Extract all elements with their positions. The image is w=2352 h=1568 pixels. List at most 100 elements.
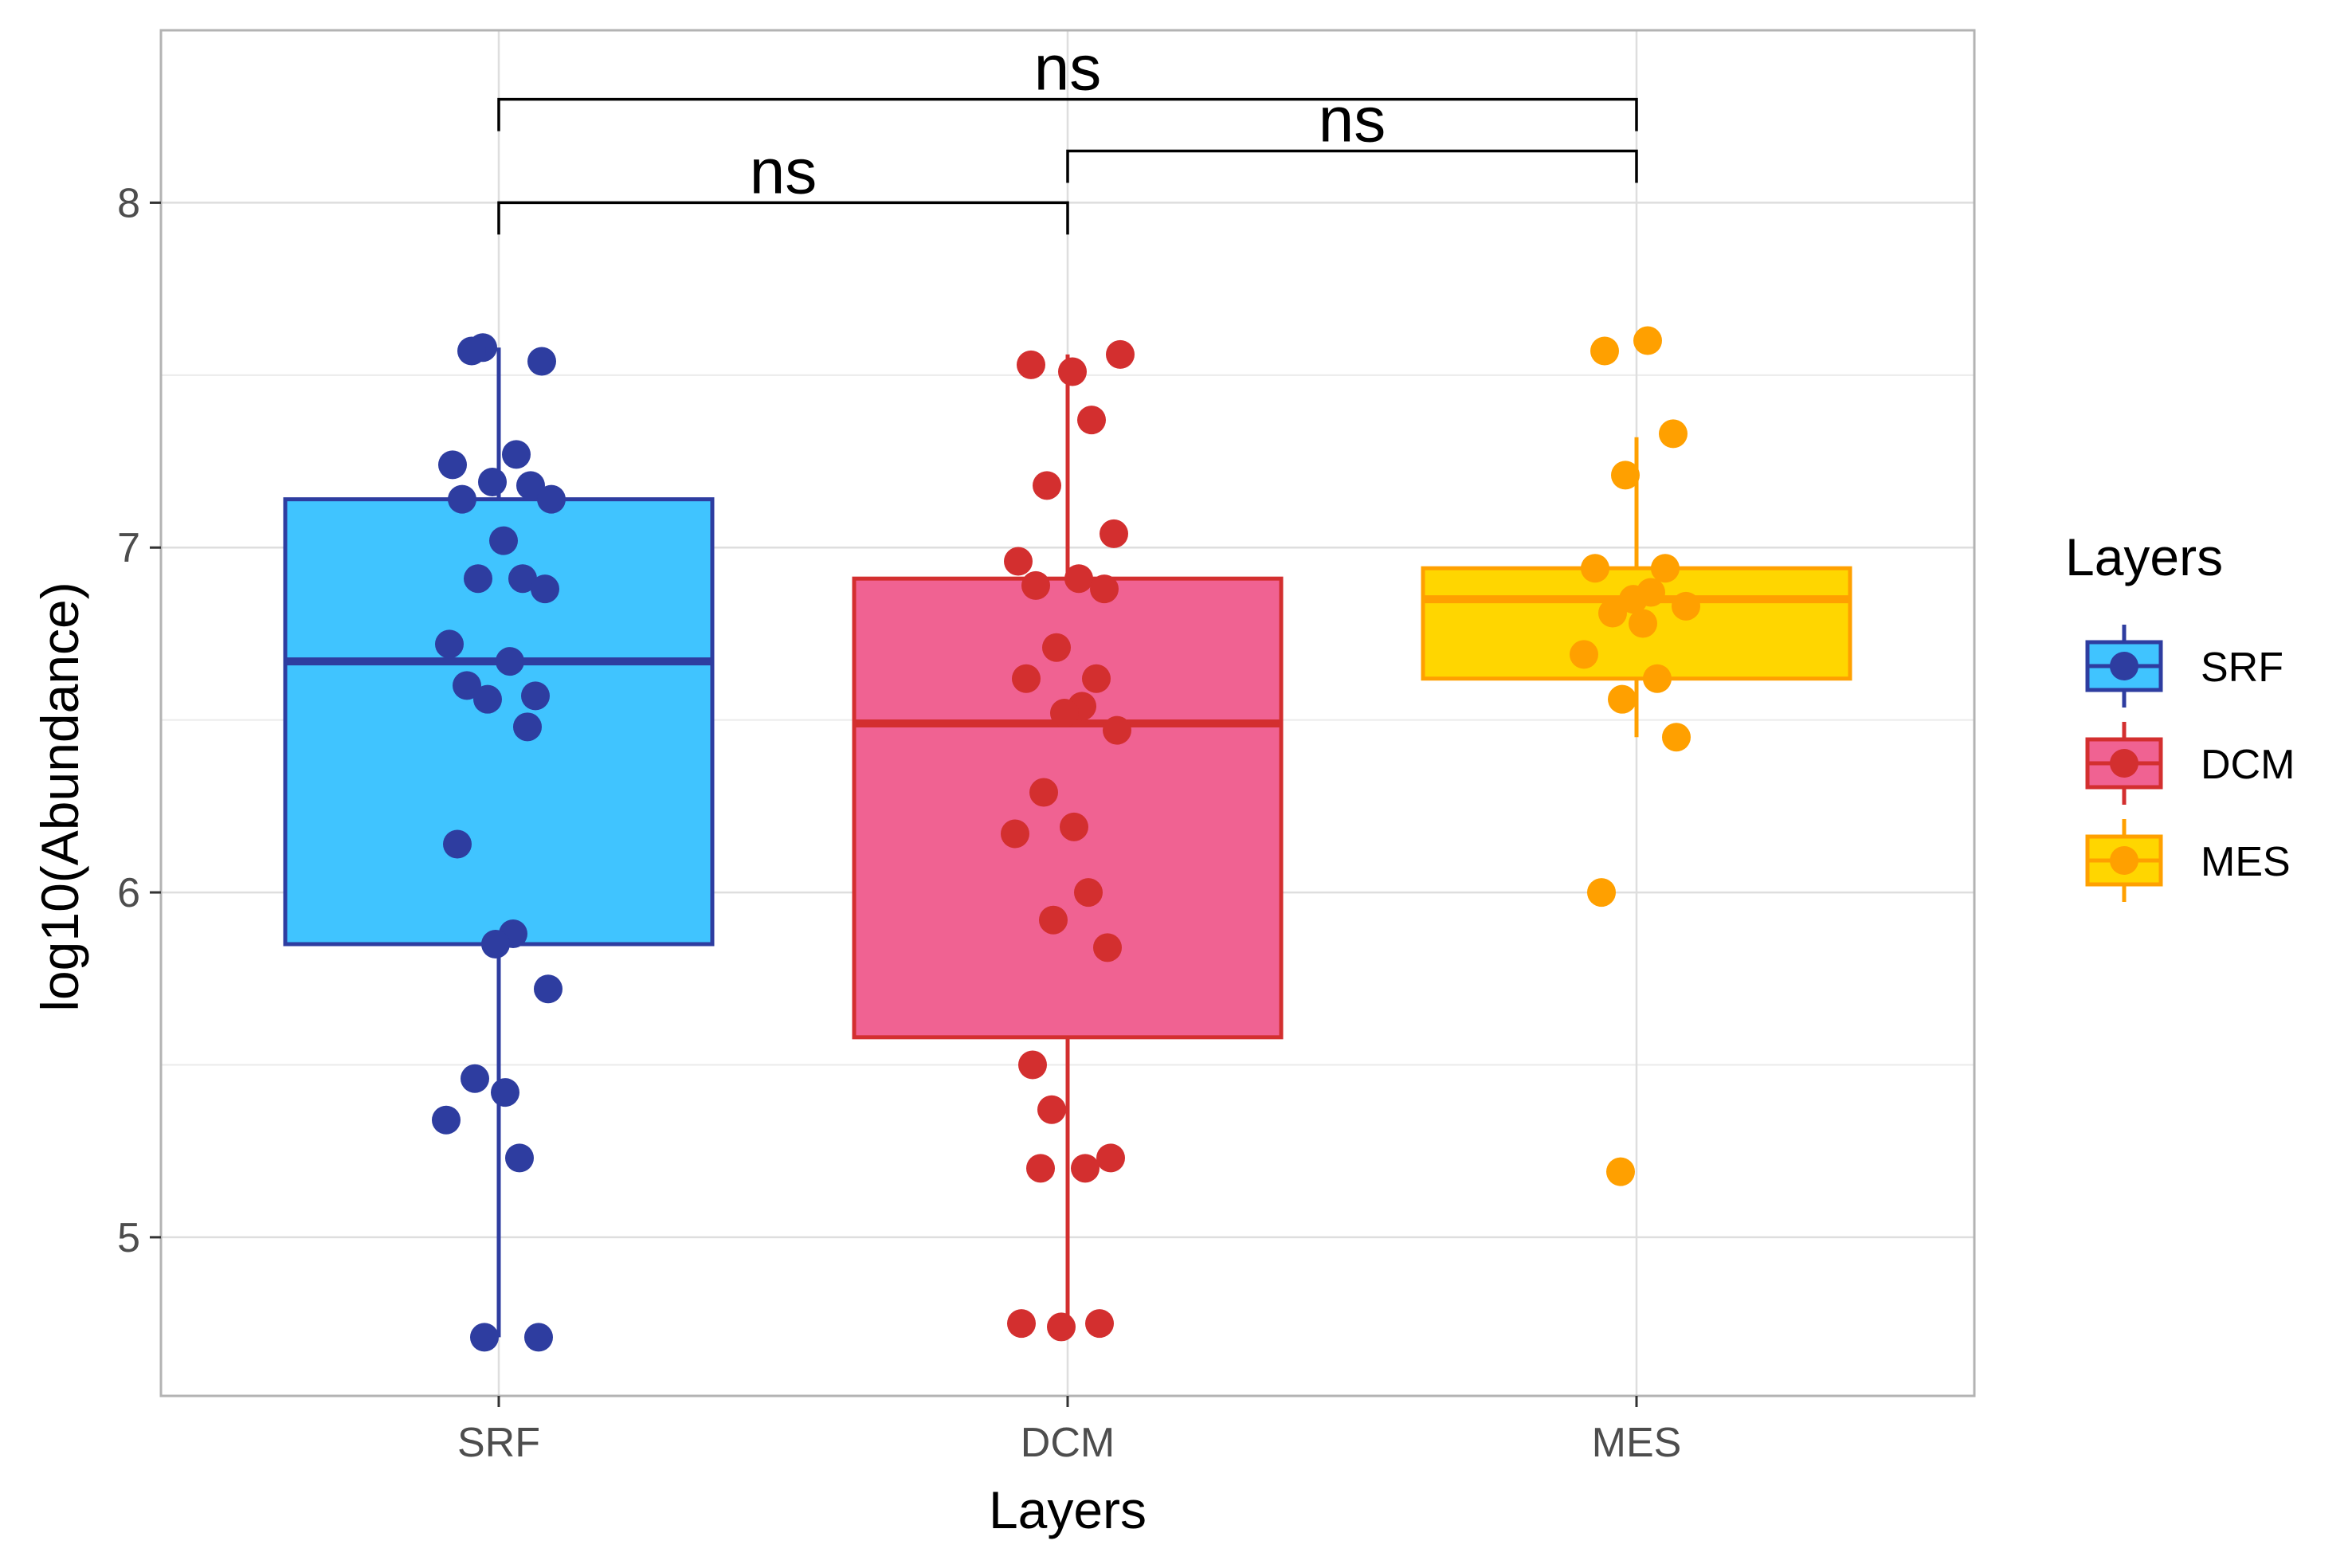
x-tick-label: DCM bbox=[1021, 1420, 1115, 1466]
data-point-dcm bbox=[1071, 1154, 1100, 1183]
y-tick-label: 8 bbox=[117, 180, 140, 226]
data-point-dcm bbox=[1082, 664, 1111, 693]
data-point-dcm bbox=[1077, 406, 1106, 435]
data-point-srf bbox=[461, 1064, 489, 1093]
data-point-mes bbox=[1581, 554, 1609, 583]
data-point-srf bbox=[521, 681, 550, 711]
significance-label: ns bbox=[1034, 33, 1102, 104]
legend-label: SRF bbox=[2201, 645, 2283, 691]
x-tick-label: SRF bbox=[457, 1420, 540, 1466]
significance-label: ns bbox=[750, 135, 817, 206]
y-axis-title: log10(Abundance) bbox=[30, 582, 89, 1011]
data-point-srf bbox=[527, 347, 556, 376]
y-tick-label: 5 bbox=[117, 1215, 140, 1261]
legend-title: Layers bbox=[2065, 527, 2223, 586]
data-point-srf bbox=[489, 526, 518, 555]
data-point-dcm bbox=[1096, 1143, 1125, 1173]
data-point-dcm bbox=[1085, 1309, 1114, 1339]
x-axis-title: Layers bbox=[989, 1480, 1147, 1539]
data-point-dcm bbox=[1001, 819, 1029, 849]
data-point-mes bbox=[1672, 591, 1700, 621]
data-point-srf bbox=[513, 712, 542, 742]
data-point-mes bbox=[1629, 609, 1657, 638]
data-point-srf bbox=[457, 336, 486, 366]
bracket-line bbox=[1066, 149, 1638, 183]
data-point-dcm bbox=[1026, 1154, 1055, 1183]
x-tick-label: MES bbox=[1592, 1420, 1682, 1466]
y-tick-label: 6 bbox=[117, 870, 140, 916]
data-point-mes bbox=[1659, 419, 1688, 449]
data-point-dcm bbox=[1012, 664, 1041, 693]
data-point-srf bbox=[496, 647, 524, 676]
data-point-mes bbox=[1590, 336, 1619, 366]
box-body bbox=[283, 497, 715, 947]
significance-bracket: ns bbox=[1066, 84, 1638, 183]
annotation-layer: ns ns ns bbox=[497, 33, 1638, 235]
legend-key-point bbox=[2110, 652, 2138, 680]
data-point-dcm bbox=[1093, 933, 1122, 962]
data-point-dcm bbox=[1064, 564, 1093, 594]
data-point-dcm bbox=[1021, 570, 1050, 600]
data-point-dcm bbox=[1060, 812, 1088, 841]
data-point-dcm bbox=[1004, 547, 1033, 576]
legend-label: MES bbox=[2201, 839, 2291, 885]
data-point-dcm bbox=[1007, 1309, 1036, 1339]
data-point-srf bbox=[531, 574, 559, 604]
data-point-srf bbox=[470, 1323, 499, 1352]
data-point-dcm bbox=[1103, 715, 1131, 745]
data-point-srf bbox=[502, 440, 531, 469]
data-point-srf bbox=[464, 564, 492, 594]
data-point-mes bbox=[1651, 554, 1680, 583]
data-point-dcm bbox=[1047, 1312, 1076, 1342]
data-point-srf bbox=[438, 450, 467, 480]
data-point-srf bbox=[505, 1143, 534, 1173]
data-point-dcm bbox=[1074, 878, 1103, 907]
data-point-mes bbox=[1570, 640, 1598, 669]
data-point-dcm bbox=[1029, 778, 1058, 807]
data-point-mes bbox=[1662, 723, 1691, 752]
data-point-srf bbox=[516, 471, 545, 500]
significance-bracket: ns bbox=[497, 135, 1069, 235]
legend-key-point bbox=[2110, 846, 2138, 875]
legend-entry-mes: MES bbox=[2085, 819, 2291, 902]
data-point-dcm bbox=[1090, 574, 1119, 604]
data-point-mes bbox=[1608, 684, 1637, 714]
bracket-line bbox=[497, 97, 1638, 131]
data-point-mes bbox=[1598, 598, 1627, 628]
data-point-srf bbox=[534, 974, 563, 1004]
data-point-srf bbox=[478, 468, 507, 497]
axis-layer: 5 6 7 8 SRF DCM MES bbox=[117, 29, 1976, 1466]
data-point-srf bbox=[435, 629, 464, 659]
data-point-dcm bbox=[1042, 633, 1071, 662]
data-point-mes bbox=[1606, 1157, 1635, 1186]
significance-label: ns bbox=[1319, 84, 1386, 155]
data-point-srf bbox=[432, 1105, 461, 1135]
data-point-srf bbox=[443, 829, 472, 859]
box-srf bbox=[283, 347, 715, 1338]
data-point-mes bbox=[1619, 585, 1648, 614]
data-point-mes bbox=[1587, 878, 1616, 907]
data-point-srf bbox=[448, 484, 476, 514]
data-point-srf bbox=[524, 1323, 553, 1352]
data-point-dcm bbox=[1058, 357, 1087, 386]
data-point-srf bbox=[491, 1078, 519, 1107]
data-point-mes bbox=[1611, 461, 1640, 490]
point-layer bbox=[432, 326, 1700, 1352]
data-point-mes bbox=[1633, 326, 1662, 355]
data-point-dcm bbox=[1106, 339, 1135, 369]
box-dcm bbox=[852, 354, 1284, 1327]
data-point-dcm bbox=[1033, 471, 1061, 500]
significance-bracket: ns bbox=[497, 33, 1638, 131]
bracket-line bbox=[497, 201, 1069, 235]
data-point-dcm bbox=[1037, 1095, 1066, 1124]
data-point-dcm bbox=[1039, 905, 1068, 935]
y-tick-label: 7 bbox=[117, 525, 140, 571]
legend-entry-srf: SRF bbox=[2085, 625, 2283, 708]
data-point-srf bbox=[453, 671, 481, 700]
data-point-srf bbox=[508, 564, 537, 594]
data-point-srf bbox=[473, 684, 502, 714]
data-point-dcm bbox=[1100, 519, 1128, 548]
legend-key-point bbox=[2110, 749, 2138, 778]
